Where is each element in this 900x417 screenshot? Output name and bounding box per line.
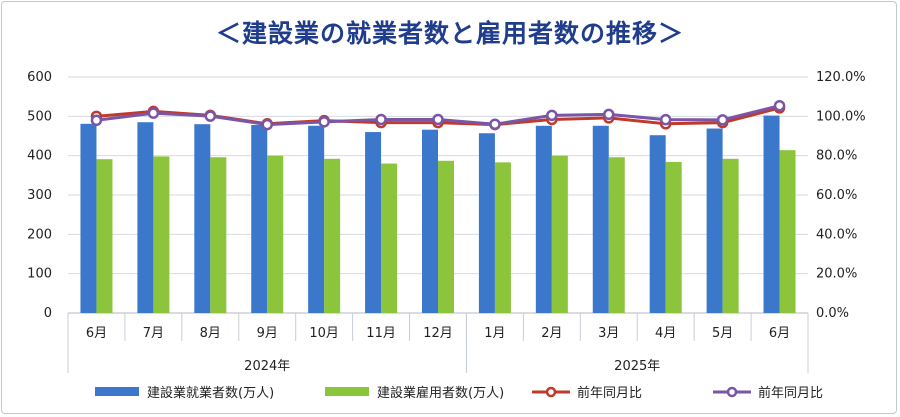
bar-employed [137,122,154,313]
bar-employed [422,129,438,313]
legend-marker [545,386,557,398]
y-left-tick-label: 600 [27,70,52,85]
chart-title: ＜建設業の就業者数と雇用者数の推移＞ [215,19,684,48]
legend-marker [726,386,738,398]
y-left-tick-label: 300 [27,188,52,203]
bar-employees [665,161,682,313]
y-right-tick-label: 20.0% [816,267,857,282]
x-tick-label: 3月 [598,326,619,341]
year-group-label: 2024年 [244,359,290,374]
x-tick-label: 4月 [655,326,676,341]
bar-employed [308,125,325,313]
y-right-tick-label: 120.0% [816,70,866,85]
line-point-2 [489,118,501,130]
line-point-2 [90,114,103,127]
bar-employed [592,125,609,313]
bar-employees [722,158,739,313]
x-tick-label: 8月 [200,326,221,341]
bar-employees [779,150,796,313]
bar-employees [210,157,227,313]
x-tick-label: 2月 [541,326,562,341]
legend-label: 前年同月比 [758,385,823,401]
bar-employees [494,162,511,313]
y-right-tick-label: 40.0% [816,227,857,242]
bar-employed [478,133,495,313]
lines-layer [90,99,786,131]
bar-employees [438,160,454,313]
bar-employees [551,155,568,313]
y-left-tick-label: 0 [44,306,52,321]
line-point-2 [603,108,615,121]
x-tick-label: 1月 [484,326,505,341]
y-right-tick-label: 80.0% [816,149,857,164]
bar-employed [194,124,211,313]
y-left-tick-label: 500 [27,109,52,124]
x-tick-label: 6月 [86,326,107,341]
bar-employed [706,128,723,313]
bar-employees [608,157,625,313]
line-point-2 [147,107,160,119]
year-group-label: 2025年 [614,359,660,374]
bar-employees [96,159,113,313]
y-left-tick-label: 200 [27,227,52,242]
legend-swatch [95,387,139,396]
x-tick-label: 6月 [769,326,790,341]
legend-swatch [325,387,369,396]
y-left-tick-label: 100 [27,267,52,282]
legend: 建設業就業者数(万人) 建設業雇用者数(万人) 前年同月比 前年同月比 [95,385,823,401]
line-point-2 [318,116,330,128]
axis-layer: 0 0.0% 100 20.0% 200 40.0% 300 60.0% 400 80.0% 500… [27,70,865,374]
y-right-tick-label: 100.0% [816,109,866,124]
legend-label: 前年同月比 [577,385,642,401]
line-point-2 [204,110,217,122]
line-point-2 [261,118,273,131]
line-point-2 [546,109,558,122]
bar-employees [381,163,398,313]
bar-employed [649,135,666,313]
bar-employees [324,158,341,313]
line-point-2 [773,99,786,112]
x-tick-label: 7月 [143,326,164,341]
bar-employed [365,132,382,313]
line-point-2 [432,113,444,126]
line-point-2 [659,113,672,126]
bar-employed [535,125,552,313]
line-point-2 [375,113,387,126]
x-tick-label: 9月 [257,326,278,341]
x-tick-label: 10月 [309,326,339,341]
bar-employed [80,123,97,313]
line-point-2 [716,114,729,126]
legend-label: 建設業雇用者数(万人) [377,385,504,401]
bar-employed [251,124,268,313]
y-right-tick-label: 0.0% [816,306,849,321]
bars-layer [80,115,796,314]
y-left-tick-label: 400 [27,149,52,164]
x-tick-label: 12月 [423,326,453,341]
legend-label: 建設業就業者数(万人) [147,385,274,401]
bar-employed [763,115,780,314]
bar-employees [153,156,170,313]
x-tick-label: 11月 [366,326,396,341]
x-tick-label: 5月 [712,326,733,341]
bar-employees [267,155,284,313]
y-right-tick-label: 60.0% [816,188,857,203]
